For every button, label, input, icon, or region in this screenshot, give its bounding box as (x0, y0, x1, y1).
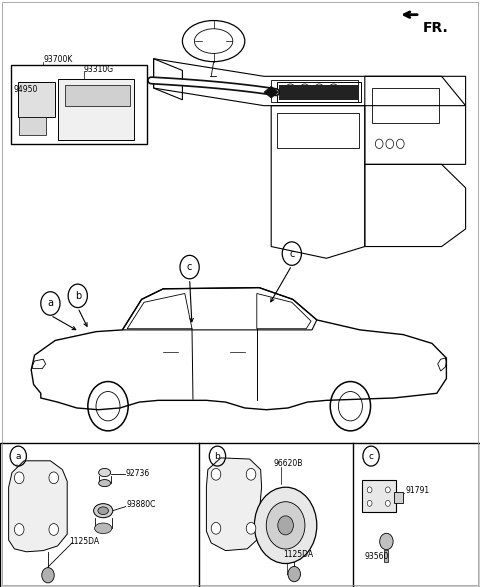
Polygon shape (19, 117, 46, 135)
Text: 93700K: 93700K (43, 55, 72, 65)
Circle shape (385, 487, 390, 493)
Text: c: c (289, 248, 295, 259)
Ellipse shape (94, 504, 113, 518)
Ellipse shape (98, 507, 108, 514)
Polygon shape (18, 82, 55, 117)
Circle shape (14, 524, 24, 535)
Ellipse shape (98, 480, 110, 487)
Circle shape (266, 502, 305, 549)
Circle shape (14, 472, 24, 484)
Text: 93560: 93560 (365, 552, 389, 561)
Text: 1125DA: 1125DA (283, 550, 313, 559)
Circle shape (288, 566, 300, 582)
Text: 93310G: 93310G (84, 65, 114, 74)
FancyBboxPatch shape (279, 85, 359, 100)
Text: 94950: 94950 (13, 85, 38, 95)
Circle shape (254, 487, 317, 564)
Text: 93880C: 93880C (127, 500, 156, 510)
Bar (0, 443, 480, 587)
Circle shape (380, 533, 393, 549)
Circle shape (278, 516, 293, 535)
Polygon shape (58, 79, 134, 140)
Polygon shape (384, 549, 388, 562)
Text: 96620B: 96620B (274, 459, 303, 468)
Circle shape (49, 472, 59, 484)
Text: a: a (15, 451, 21, 461)
Ellipse shape (98, 468, 110, 477)
Text: 92736: 92736 (126, 469, 150, 478)
Polygon shape (206, 458, 262, 551)
Polygon shape (9, 461, 67, 552)
Circle shape (42, 568, 54, 583)
Circle shape (211, 468, 221, 480)
Text: b: b (215, 451, 220, 461)
Circle shape (367, 500, 372, 506)
Text: FR.: FR. (422, 21, 448, 35)
Text: c: c (369, 451, 373, 461)
Circle shape (49, 524, 59, 535)
Text: c: c (187, 262, 192, 272)
Text: 1125DA: 1125DA (70, 537, 100, 546)
FancyBboxPatch shape (394, 492, 403, 503)
Circle shape (246, 522, 256, 534)
Circle shape (385, 500, 390, 506)
Text: a: a (48, 298, 53, 309)
Circle shape (211, 522, 221, 534)
Circle shape (246, 468, 256, 480)
Polygon shape (264, 86, 278, 98)
FancyBboxPatch shape (362, 480, 396, 512)
Bar (11, 65, 147, 144)
Text: 91791: 91791 (406, 486, 430, 495)
Ellipse shape (95, 523, 112, 534)
Polygon shape (65, 85, 130, 106)
Text: b: b (74, 291, 81, 301)
Circle shape (367, 487, 372, 493)
